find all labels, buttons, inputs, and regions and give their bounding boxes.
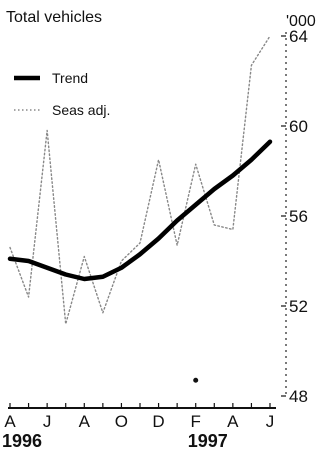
- annotation-layer: [193, 377, 199, 383]
- y-tick-label: 48: [289, 387, 308, 406]
- x-tick-label: O: [115, 412, 128, 431]
- legend: Trend Seas adj.: [14, 70, 110, 118]
- x-tick-label: A: [79, 412, 91, 431]
- x-year-label: 1997: [188, 431, 228, 451]
- legend-label-trend: Trend: [52, 70, 88, 86]
- y-tick-label: 56: [289, 207, 308, 226]
- x-tick-label: F: [191, 412, 201, 431]
- y-tick-label: 52: [289, 297, 308, 316]
- y-tick-label: 64: [289, 27, 308, 46]
- x-year-label: 1996: [2, 431, 42, 451]
- x-tick-label: J: [43, 412, 52, 431]
- y-axis-unit: '000: [286, 13, 316, 30]
- x-tick-label: J: [266, 412, 275, 431]
- y-axis-ticks: 48 52 56 60 64: [281, 27, 308, 406]
- series-line-seas-adj: [9, 35, 271, 325]
- y-tick-label: 60: [289, 117, 308, 136]
- series-layer: [7, 35, 273, 325]
- annotation-dot: [193, 377, 199, 383]
- series-line-trend: [7, 139, 273, 282]
- x-tick-label: A: [227, 412, 239, 431]
- chart-title: Total vehicles: [6, 9, 102, 26]
- legend-label-seas-adj: Seas adj.: [52, 102, 110, 118]
- x-tick-label: D: [152, 412, 164, 431]
- x-tick-label: A: [4, 412, 16, 431]
